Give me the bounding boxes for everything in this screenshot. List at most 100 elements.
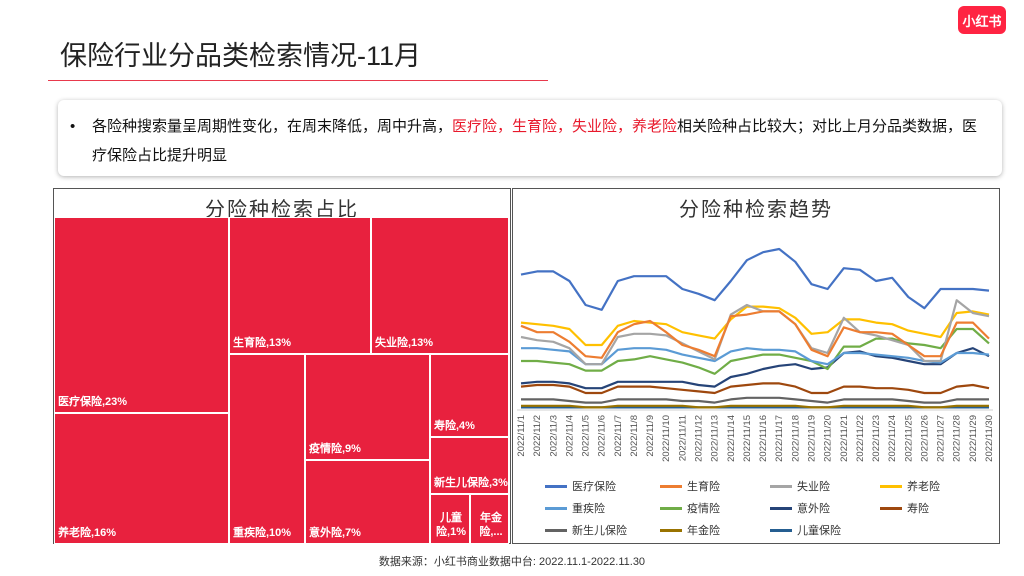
x-tick-label: 2022/11/16	[758, 415, 769, 462]
legend-item: 疫情险	[660, 500, 720, 516]
treemap-panel: 分险种检索占比 医疗保险,23% 养老险,16% 生育险,13% 失业险,13% 重疾险…	[53, 188, 511, 544]
treemap-cell: 医疗保险,23%	[54, 217, 229, 413]
treemap-cell: 疫情险,9%	[305, 354, 430, 460]
legend-item: 年金险	[660, 522, 720, 538]
series-line	[520, 310, 990, 359]
line-chart-title: 分险种检索趋势	[679, 199, 833, 221]
legend-item: 医疗保险	[545, 478, 616, 494]
treemap-cell: 儿童险,1%	[430, 494, 470, 544]
treemap-cell: 失业险,13%	[371, 217, 509, 354]
x-tick-label: 2022/11/23	[871, 415, 882, 462]
legend-swatch	[880, 506, 902, 510]
x-tick-label: 2022/11/26	[919, 415, 930, 462]
treemap-cell-label: 医疗保险,23%	[58, 396, 128, 408]
legend-item: 失业险	[770, 478, 830, 494]
legend-item: 重疾险	[545, 500, 605, 516]
legend-swatch	[770, 484, 792, 488]
treemap-cell: 养老险,16%	[54, 413, 229, 544]
summary-highlight: 医疗险，生育险，失业险，养老险	[452, 118, 678, 135]
series-line	[520, 382, 990, 395]
x-tick-label: 2022/11/11	[677, 415, 688, 461]
legend-swatch	[660, 506, 682, 510]
legend-item: 生育险	[660, 478, 720, 494]
series-line	[521, 327, 990, 375]
treemap-cell: 新生儿保险,3%	[430, 437, 509, 494]
x-tick-label: 2022/11/4	[564, 415, 575, 457]
series-line	[521, 396, 989, 404]
x-tick-label: 2022/11/6	[597, 415, 608, 457]
treemap-cell-label: 寿险,4%	[434, 420, 475, 432]
legend-label: 养老险	[907, 481, 940, 493]
legend-label: 失业险	[797, 481, 830, 493]
page-title: 保险行业分品类检索情况-11月	[60, 41, 422, 71]
treemap-cell: 生育险,13%	[229, 217, 371, 354]
treemap-cell-label: 新生儿保险,3%	[434, 477, 508, 489]
x-tick-label: 2022/11/20	[823, 415, 834, 462]
legend-swatch	[880, 484, 902, 488]
chart-legend: 医疗保险 生育险 失业险 养老险重疾险 疫情险 意外险 寿险新生儿保险 年金险 儿童保险	[545, 478, 995, 544]
treemap-title: 分险种检索占比	[205, 199, 359, 221]
legend-swatch	[660, 528, 682, 532]
x-tick-label: 2022/11/3	[548, 415, 559, 457]
x-tick-label: 2022/11/19	[806, 415, 817, 462]
legend-item: 意外险	[770, 500, 830, 516]
x-tick-label: 2022/11/18	[790, 415, 801, 462]
summary-text-after: 相关险种占比较大；对比上月分品类数据，医疗保险占比提升明显	[92, 118, 978, 164]
legend-label: 意外险	[797, 503, 830, 515]
x-tick-label: 2022/11/8	[629, 415, 640, 457]
x-tick-label: 2022/11/13	[710, 415, 721, 462]
x-tick-label: 2022/11/10	[661, 415, 672, 462]
x-tick-label: 2022/11/2	[532, 415, 543, 457]
x-tick-label: 2022/11/30	[984, 415, 995, 462]
legend-swatch	[545, 528, 567, 532]
x-tick-label: 2022/11/9	[645, 415, 656, 457]
legend-label: 疫情险	[687, 503, 720, 515]
brand-logo: 小红书	[958, 6, 1006, 34]
x-tick-label: 2022/11/22	[855, 415, 866, 462]
x-tick-label: 2022/11/5	[581, 415, 592, 457]
title-underline	[48, 80, 548, 81]
x-tick-label: 2022/11/12	[694, 415, 705, 462]
legend-item: 养老险	[880, 478, 940, 494]
legend-item: 儿童保险	[770, 522, 841, 538]
legend-swatch	[660, 484, 682, 488]
data-source: 数据来源：小红书商业数据中台: 2022.11.1-2022.11.30	[378, 556, 646, 568]
legend-swatch	[770, 506, 792, 510]
x-tick-label: 2022/11/17	[774, 415, 785, 462]
x-tick-label: 2022/11/1	[516, 415, 527, 457]
series-line	[520, 305, 990, 347]
legend-item: 寿险	[880, 500, 929, 516]
x-tick-label: 2022/11/27	[936, 415, 947, 462]
x-tick-label: 2022/11/21	[839, 415, 850, 462]
legend-swatch	[770, 528, 792, 532]
legend-swatch	[545, 506, 567, 510]
x-tick-label: 2022/11/28	[952, 415, 963, 462]
x-tick-label: 2022/11/29	[968, 415, 979, 462]
series-line	[521, 404, 989, 409]
summary-text-before: 各险种搜索量呈周期性变化，在周末降低，周中升高，	[92, 118, 453, 135]
legend-label: 生育险	[687, 481, 720, 493]
treemap-cell: 寿险,4%	[430, 354, 509, 437]
legend-label: 医疗保险	[572, 481, 616, 493]
summary-box: • 各险种搜索量呈周期性变化，在周末降低，周中升高，医疗险，生育险，失业险，养老…	[58, 100, 1002, 176]
line-chart-svg: 2022/11/1 2022/11/2 2022/11/3 2022/11/4 2022…	[516, 247, 995, 462]
treemap-cell-label: 养老险,16%	[58, 527, 117, 539]
treemap-cell-label: 年金险,...	[479, 512, 503, 538]
line-chart-panel: 分险种检索趋势 2022/11/1 2022/11/2 2022/11/3 2022/…	[512, 188, 1000, 544]
treemap-cell-label: 失业险,13%	[375, 337, 434, 349]
treemap-cell: 年金险,...	[470, 494, 509, 544]
treemap-cell-label: 重疾险,10%	[233, 527, 292, 539]
series-line	[520, 347, 990, 390]
treemap-cell: 重疾险,10%	[229, 354, 305, 544]
x-tick-label: 2022/11/25	[903, 415, 914, 462]
series-line	[520, 247, 990, 311]
legend-label: 重疾险	[572, 503, 605, 515]
treemap-cell: 意外险,7%	[305, 460, 430, 544]
legend-label: 寿险	[907, 503, 929, 515]
x-tick-label: 2022/11/14	[726, 415, 737, 462]
x-tick-label: 2022/11/24	[887, 415, 898, 462]
legend-item: 新生儿保险	[545, 522, 627, 538]
treemap-cell-label: 疫情险,9%	[309, 443, 361, 455]
legend-label: 儿童保险	[797, 525, 841, 537]
legend-swatch	[545, 484, 567, 488]
